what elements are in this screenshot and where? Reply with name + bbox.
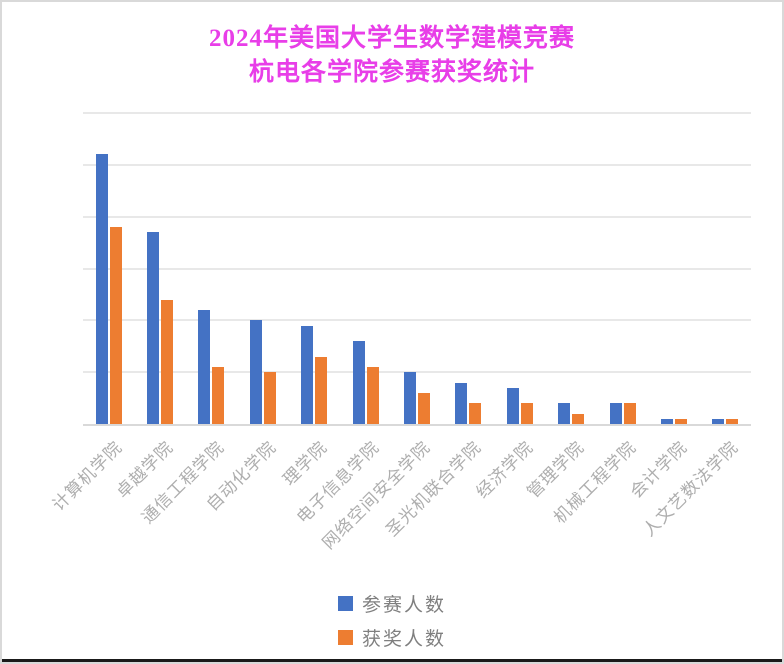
chart-title-line2: 杭电各学院参赛获奖统计 xyxy=(248,59,535,86)
bar-参赛人数 xyxy=(609,403,622,424)
bar-group: 电子信息学院 xyxy=(293,113,391,527)
bar-group: 理学院 xyxy=(280,113,340,489)
bar-group: 卓越学院 xyxy=(113,113,185,502)
gridline-60 xyxy=(83,267,751,270)
x-axis-line xyxy=(83,424,751,426)
bar-获奖人数 xyxy=(520,403,533,424)
bar-参赛人数 xyxy=(558,403,571,424)
bar-获奖人数 xyxy=(212,366,225,424)
legend-label: 参赛人数 xyxy=(361,595,446,616)
gridline-40 xyxy=(83,319,751,322)
bottom-edge-strip xyxy=(2,659,782,662)
bar-获奖人数 xyxy=(726,418,739,424)
bar-group: 计算机学院 xyxy=(49,113,134,515)
bar-group: 自动化学院 xyxy=(203,113,288,515)
bar-group: 人文艺数法学院 xyxy=(640,113,751,540)
bar-参赛人数 xyxy=(352,341,365,424)
bar-group: 通信工程学院 xyxy=(139,113,237,527)
legend: 参赛人数 获奖人数 xyxy=(2,590,782,651)
bar-获奖人数 xyxy=(161,299,174,424)
chart-title: 2024年美国大学生数学建模竞赛 杭电各学院参赛获奖统计 xyxy=(2,22,782,90)
chart-title-line1: 2024年美国大学生数学建模竞赛 xyxy=(208,25,575,52)
bar-获奖人数 xyxy=(418,392,431,424)
bar-group: 会计学院 xyxy=(627,113,699,502)
bar-获奖人数 xyxy=(623,403,636,424)
bar-参赛人数 xyxy=(712,418,725,424)
legend-swatch-icon xyxy=(337,596,353,611)
gridline-100 xyxy=(83,163,751,166)
gridline-20 xyxy=(83,371,751,374)
bar-获奖人数 xyxy=(674,418,687,424)
legend-label: 获奖人数 xyxy=(361,629,446,650)
legend-item: 获奖人数 xyxy=(337,624,446,651)
bar-获奖人数 xyxy=(109,227,122,424)
bar-group: 管理学院 xyxy=(524,113,597,502)
bar-参赛人数 xyxy=(660,418,673,424)
bar-参赛人数 xyxy=(249,320,262,424)
bar-获奖人数 xyxy=(572,413,585,424)
bar-group: 机械工程学院 xyxy=(550,113,648,527)
bar-获奖人数 xyxy=(263,372,276,424)
bar-参赛人数 xyxy=(455,382,468,424)
bar-参赛人数 xyxy=(301,325,314,424)
gridline-120 xyxy=(83,112,751,114)
bar-group: 圣光机联合学院 xyxy=(383,113,494,540)
bar-参赛人数 xyxy=(506,387,519,424)
category-label: 计算机学院 xyxy=(48,437,126,515)
bar-参赛人数 xyxy=(95,154,108,424)
bar-获奖人数 xyxy=(315,356,328,424)
legend-swatch-icon xyxy=(337,630,353,645)
bar-获奖人数 xyxy=(469,403,482,424)
plot-area: 计算机学院 卓越学院 通信工程学院 自动化学院 理学院 电子信息学院 网络空间安全学院 圣光机… xyxy=(49,112,751,553)
legend-item: 参赛人数 xyxy=(337,590,446,617)
bar-参赛人数 xyxy=(147,232,160,424)
bar-参赛人数 xyxy=(404,372,417,424)
bar-group: 网络空间安全学院 xyxy=(319,113,442,553)
bar-参赛人数 xyxy=(198,309,211,424)
gridline-80 xyxy=(83,215,751,218)
bar-groups: 计算机学院 卓越学院 通信工程学院 自动化学院 理学院 电子信息学院 网络空间安全学院 圣光机… xyxy=(49,113,751,553)
bar-group: 经济学院 xyxy=(472,113,545,502)
bar-获奖人数 xyxy=(366,366,379,424)
